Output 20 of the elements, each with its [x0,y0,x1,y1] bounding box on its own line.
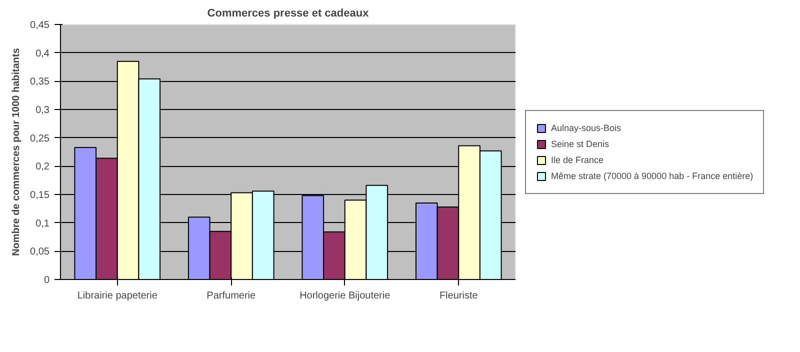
y-tick-label: 0,45 [30,20,50,31]
legend-label: Seine st Denis [551,138,610,150]
y-tick-label: 0,2 [36,162,50,173]
legend-label: Aulnay-sous-Bois [551,122,622,134]
legend-label: Même strate (70000 à 90000 hab - France entière) [551,170,754,182]
y-tick-label: 0,05 [30,246,50,258]
x-tick-label: Librairie papeterie [77,290,158,302]
chart-title: Commerces presse et cadeaux [207,8,370,20]
y-tick-label: 0,25 [30,133,50,144]
legend-label: Ile de France [551,154,604,166]
y-axis-title: Nombre de commerces pour 1000 habitants [11,48,22,256]
y-tick-label: 0,3 [36,105,50,116]
x-tick-label: Horlogerie Bijouterie [300,290,391,302]
y-tick-label: 0,4 [36,48,50,60]
y-tick-label: 0,15 [30,190,50,201]
x-tick-label: Fleuriste [439,290,478,302]
y-tick-label: 0,1 [36,218,50,230]
y-tick-label: 0,35 [30,76,50,88]
x-tick-label: Parfumerie [206,290,256,302]
y-tick-label: 0 [44,275,50,286]
